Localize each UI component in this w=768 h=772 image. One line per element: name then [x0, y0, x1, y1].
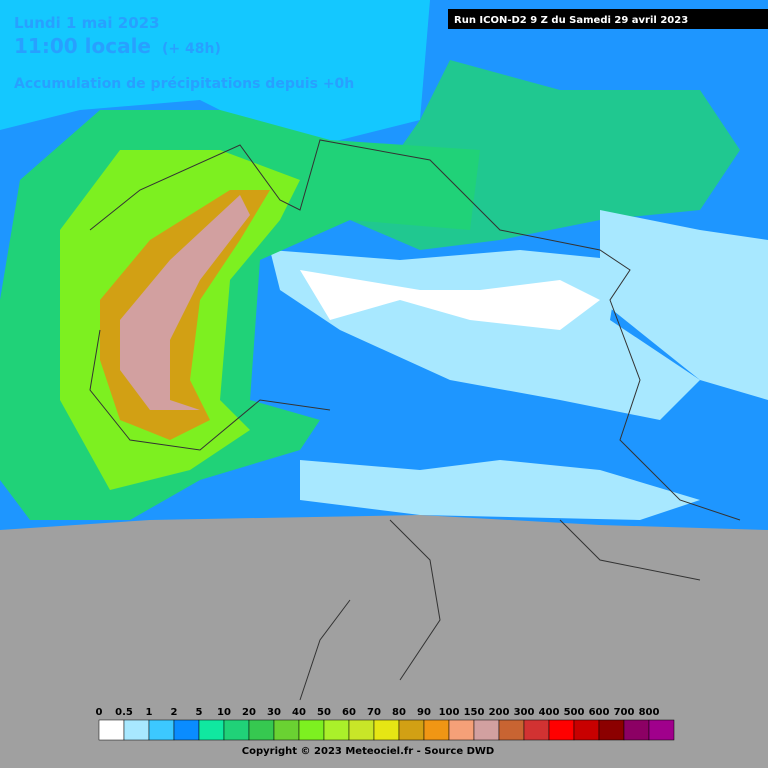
- precip-field: [300, 460, 700, 520]
- legend-swatch: [173, 719, 200, 741]
- legend: 0 0.5 1 2 5 10 20 30 40 50 60 70 80 90 100 150 200 300 400…: [96, 707, 675, 741]
- legend-swatch: [498, 719, 525, 741]
- legend-label: 400: [539, 707, 560, 718]
- legend-label: 30: [267, 707, 281, 718]
- run-label: Run ICON-D2 9 Z du Samedi 29 avril 2023: [454, 15, 688, 26]
- date: Lundi 1 mai 2023: [14, 14, 160, 32]
- legend-swatch: [448, 719, 475, 741]
- legend-label: 70: [367, 707, 381, 718]
- legend-swatch: [223, 719, 250, 741]
- legend-swatch: [398, 719, 425, 741]
- legend-swatch: [373, 719, 400, 741]
- precip-field: [300, 270, 600, 330]
- legend-label: 150: [464, 707, 485, 718]
- legend-label: 200: [489, 707, 510, 718]
- legend-label: 100: [439, 707, 460, 718]
- legend-swatch: [573, 719, 600, 741]
- precip-field: [600, 210, 768, 400]
- legend-label: 50: [317, 707, 331, 718]
- legend-swatch: [198, 719, 225, 741]
- legend-label: 20: [242, 707, 256, 718]
- legend-label: 0: [96, 707, 103, 718]
- legend-label: 5: [196, 707, 203, 718]
- legend-swatch: [423, 719, 450, 741]
- legend-label: 80: [392, 707, 406, 718]
- precip-field: [120, 195, 250, 410]
- legend-swatch: [248, 719, 275, 741]
- legend-swatch: [648, 719, 675, 741]
- subtitle: Accumulation de précipitations depuis +0…: [14, 76, 354, 92]
- legend-swatch: [348, 719, 375, 741]
- legend-swatch: [298, 719, 325, 741]
- legend-swatch: [548, 719, 575, 741]
- legend-swatch: [148, 719, 175, 741]
- legend-swatch: [98, 719, 125, 741]
- legend-label: 800: [639, 707, 660, 718]
- borders: [89, 139, 741, 701]
- legend-label: 700: [614, 707, 635, 718]
- legend-label: 2: [171, 707, 178, 718]
- legend-label: 90: [417, 707, 431, 718]
- legend-label: 10: [217, 707, 231, 718]
- offset: (+ 48h): [162, 41, 221, 57]
- legend-swatch: [123, 719, 150, 741]
- legend-swatch: [273, 719, 300, 741]
- legend-label: 40: [292, 707, 306, 718]
- legend-swatch: [523, 719, 550, 741]
- legend-swatch: [623, 719, 650, 741]
- time: 11:00 locale: [14, 34, 151, 58]
- precip-field: [0, 0, 430, 150]
- legend-label: 300: [514, 707, 535, 718]
- run-label-box: [448, 9, 768, 29]
- legend-swatch: [323, 719, 350, 741]
- legend-label: 0.5: [115, 707, 133, 718]
- legend-label: 60: [342, 707, 356, 718]
- legend-label: 500: [564, 707, 585, 718]
- legend-swatch: [598, 719, 625, 741]
- legend-swatch: [473, 719, 500, 741]
- legend-label: 600: [589, 707, 610, 718]
- legend-label: 1: [146, 707, 153, 718]
- copyright: Copyright © 2023 Meteociel.fr - Source D…: [242, 746, 494, 757]
